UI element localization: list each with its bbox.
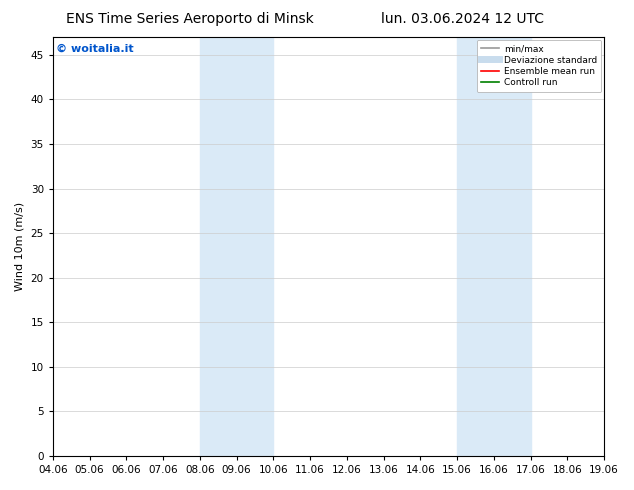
Text: lun. 03.06.2024 12 UTC: lun. 03.06.2024 12 UTC — [381, 12, 545, 26]
Bar — [457, 37, 531, 456]
Y-axis label: Wind 10m (m/s): Wind 10m (m/s) — [15, 202, 25, 291]
Text: ENS Time Series Aeroporto di Minsk: ENS Time Series Aeroporto di Minsk — [67, 12, 314, 26]
Text: © woitalia.it: © woitalia.it — [56, 43, 133, 53]
Bar — [200, 37, 273, 456]
Legend: min/max, Deviazione standard, Ensemble mean run, Controll run: min/max, Deviazione standard, Ensemble m… — [477, 40, 602, 92]
